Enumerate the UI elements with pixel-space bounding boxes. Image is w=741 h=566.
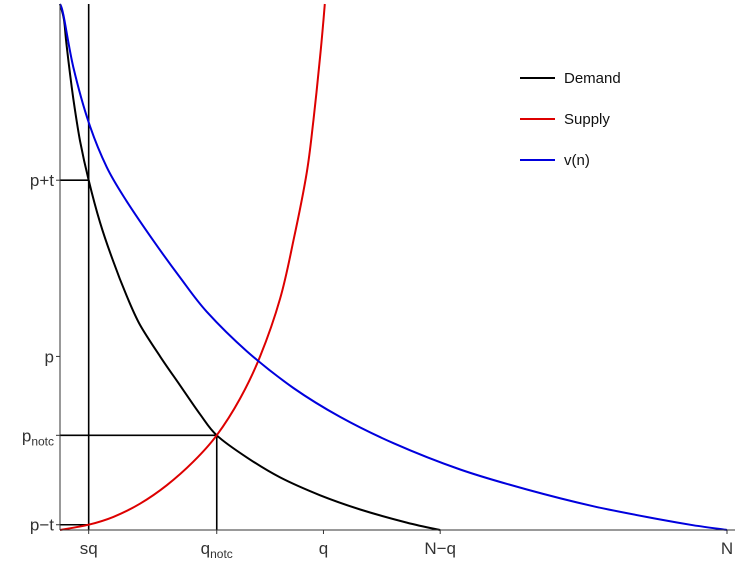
x-tick-label-2: q <box>319 539 328 558</box>
legend-label-0: Demand <box>564 70 621 87</box>
series-line-1 <box>59 3 326 531</box>
legend-label-1: Supply <box>564 111 610 128</box>
reference-lines <box>60 4 218 530</box>
y-axis-ticks: p−t pnotc p p+t <box>22 171 60 535</box>
x-tick-label-0: sq <box>80 539 98 558</box>
y-tick-label-3: p+t <box>30 171 54 190</box>
x-tick-label-3: N−q <box>424 539 456 558</box>
x-tick-label-1: qnotc <box>201 539 233 561</box>
series-line-0 <box>59 3 441 531</box>
legend-label-2: v(n) <box>564 152 590 169</box>
chart-series <box>59 3 728 531</box>
chart-axes <box>59 4 735 531</box>
y-tick-label-0: p−t <box>30 516 54 535</box>
x-tick-label-4: N <box>721 539 733 558</box>
chart-legend: Demand Supply v(n) <box>520 70 621 169</box>
y-tick-label-1: pnotc <box>22 426 54 448</box>
y-tick-label-2: p <box>45 347 54 366</box>
series-line-2 <box>59 3 728 531</box>
x-axis-ticks: sq qnotc q N−q N <box>80 530 733 561</box>
